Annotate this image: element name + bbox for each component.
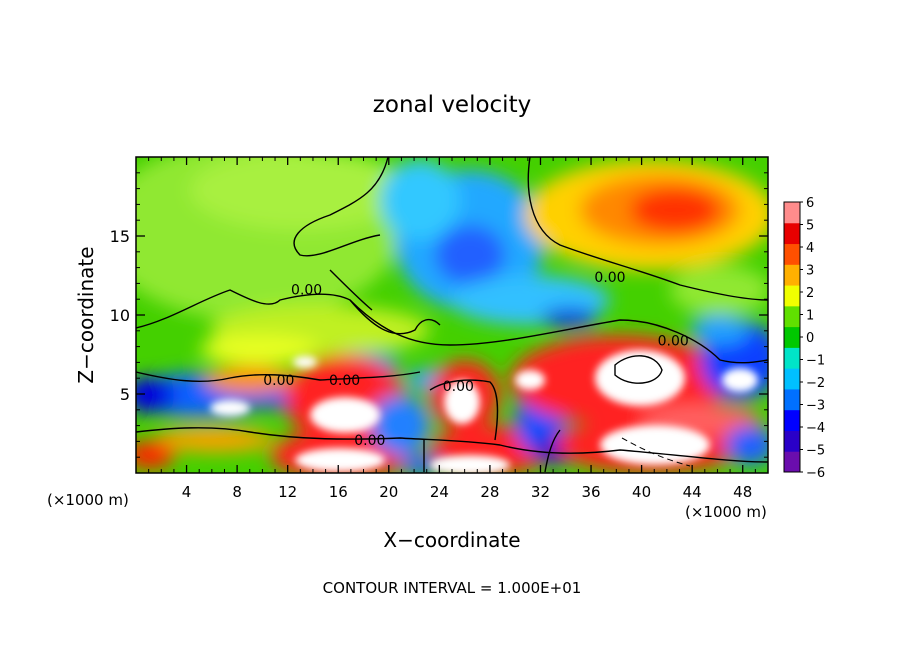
x-tick-label: 36 bbox=[581, 483, 600, 501]
colorbar-swatch bbox=[784, 368, 800, 390]
heatmap-field bbox=[136, 157, 768, 473]
contour-label: 0.00 bbox=[354, 433, 385, 449]
colorbar-label: −1 bbox=[806, 354, 825, 369]
colorbar-swatch bbox=[784, 305, 800, 328]
x-tick-label: 32 bbox=[531, 483, 550, 501]
x-tick-label: 20 bbox=[379, 483, 398, 501]
y-tick-label: 5 bbox=[120, 385, 130, 404]
colorbar-label: 2 bbox=[806, 286, 814, 301]
x-tick-label: 48 bbox=[733, 483, 752, 501]
colorbar-swatch bbox=[784, 285, 800, 307]
y-axis-label: Z−coordinate bbox=[74, 246, 98, 383]
colorbar-label: 5 bbox=[806, 219, 814, 234]
contour-interval-note: CONTOUR INTERVAL = 1.000E+01 bbox=[323, 579, 582, 597]
x-tick-label: 24 bbox=[430, 483, 449, 501]
contour-labels: 0.00 0.00 0.00 0.00 0.00 0.00 0.00 bbox=[263, 270, 689, 449]
x-unit-right: (×1000 m) bbox=[685, 503, 767, 521]
contour-label: 0.00 bbox=[291, 283, 322, 299]
colorbar-swatch bbox=[784, 222, 800, 245]
colorbar-label: −6 bbox=[806, 466, 825, 481]
colorbar-label: −5 bbox=[806, 444, 825, 459]
x-unit-left: (×1000 m) bbox=[47, 491, 129, 509]
colorbar-label: 1 bbox=[806, 309, 814, 324]
colorbar-label: 3 bbox=[806, 264, 814, 279]
x-tick-label: 4 bbox=[182, 483, 192, 501]
chart-title: zonal velocity bbox=[373, 92, 531, 118]
contour-label: 0.00 bbox=[443, 379, 474, 395]
colorbar-swatch bbox=[784, 264, 800, 286]
colorbar-swatch bbox=[784, 202, 800, 224]
colorbar-label: 4 bbox=[806, 241, 814, 256]
colorbar-swatch bbox=[784, 243, 800, 265]
contour-label: 0.00 bbox=[658, 333, 689, 349]
contour-label: 0.00 bbox=[594, 270, 625, 286]
colorbar-label: −2 bbox=[806, 376, 825, 391]
contour-label: 0.00 bbox=[329, 373, 360, 389]
colorbar-swatch bbox=[784, 326, 800, 348]
y-tick-label: 10 bbox=[110, 306, 130, 325]
contour-label: 0.00 bbox=[263, 373, 294, 389]
colorbar-swatch bbox=[784, 347, 800, 369]
colorbar-label: 6 bbox=[806, 196, 814, 211]
colorbar-label: 0 bbox=[806, 331, 814, 346]
colorbar-swatch bbox=[784, 409, 800, 431]
x-tick-label: 28 bbox=[480, 483, 499, 501]
x-tick-label: 16 bbox=[329, 483, 348, 501]
y-tick-label: 15 bbox=[110, 227, 130, 246]
colorbar-label: −4 bbox=[806, 421, 825, 436]
y-axis: 5 10 15 bbox=[110, 172, 768, 458]
colorbar-swatch bbox=[784, 451, 800, 473]
x-tick-label: 40 bbox=[632, 483, 651, 501]
x-axis: 4 8 12 16 20 24 28 32 36 40 44 48 bbox=[148, 157, 756, 501]
colorbar: 6 5 4 3 2 1 0 −1 −2 −3 −4 −5 −6 bbox=[783, 196, 825, 481]
x-tick-label: 44 bbox=[683, 483, 702, 501]
x-tick-label: 8 bbox=[232, 483, 242, 501]
colorbar-label: −3 bbox=[806, 399, 825, 414]
colorbar-swatch bbox=[784, 388, 800, 411]
x-axis-label: X−coordinate bbox=[383, 528, 520, 552]
colorbar-swatch bbox=[784, 430, 800, 452]
x-tick-label: 12 bbox=[278, 483, 297, 501]
